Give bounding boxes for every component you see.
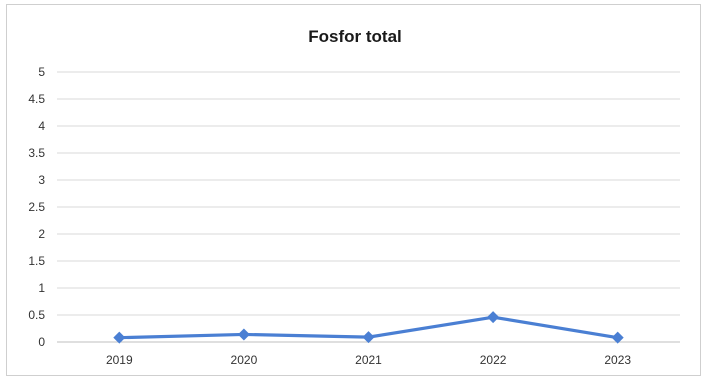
y-tick-label: 0.5 xyxy=(28,308,45,322)
x-tick-label: 2023 xyxy=(604,353,631,367)
data-point-2022 xyxy=(487,311,500,324)
y-axis-ticks: 0 0.5 1 1.5 2 2.5 3 3.5 4 4.5 5 xyxy=(28,65,45,349)
y-tick-label: 3 xyxy=(38,173,45,187)
data-point-2023 xyxy=(611,331,624,344)
data-point-2021 xyxy=(362,331,375,344)
x-tick-label: 2022 xyxy=(480,353,507,367)
y-tick-label: 2.5 xyxy=(28,200,45,214)
series-layer xyxy=(113,311,624,344)
data-point-2019 xyxy=(113,331,126,344)
gridlines xyxy=(57,71,680,343)
chart-frame xyxy=(6,4,701,376)
x-tick-label: 2020 xyxy=(231,353,258,367)
y-tick-label: 0 xyxy=(38,335,45,349)
x-tick-label: 2019 xyxy=(106,353,133,367)
y-tick-label: 4 xyxy=(38,119,45,133)
y-tick-label: 2 xyxy=(38,227,45,241)
y-tick-label: 1 xyxy=(38,281,45,295)
y-tick-label: 4.5 xyxy=(28,92,45,106)
y-tick-label: 1.5 xyxy=(28,254,45,268)
y-tick-label: 3.5 xyxy=(28,146,45,160)
x-axis-ticks: 2019 2020 2021 2022 2023 xyxy=(106,353,631,367)
y-tick-label: 5 xyxy=(38,65,45,79)
chart-title: Fosfor total xyxy=(308,27,402,46)
data-point-2020 xyxy=(237,328,250,341)
x-tick-label: 2021 xyxy=(355,353,382,367)
